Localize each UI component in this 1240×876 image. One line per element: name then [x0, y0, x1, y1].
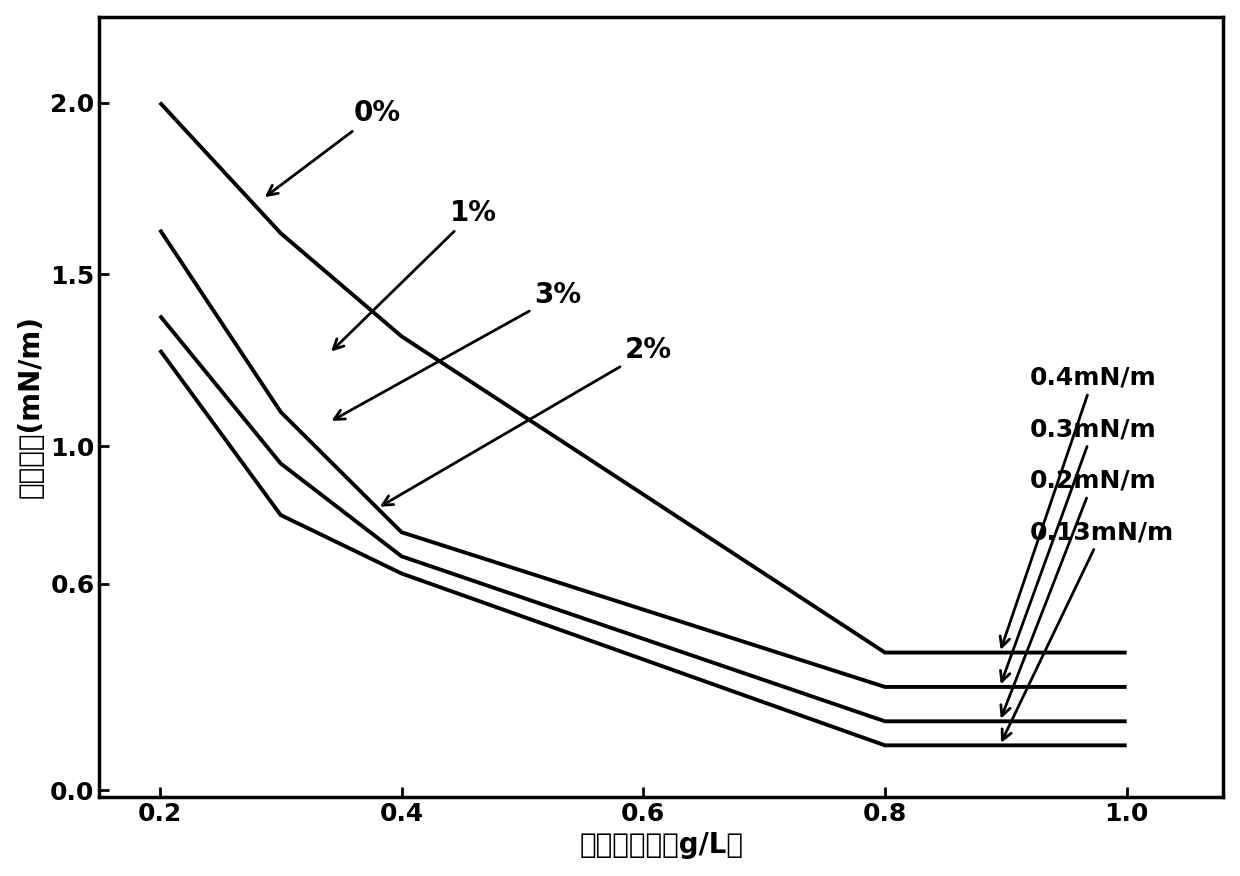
- Text: 0.2mN/m: 0.2mN/m: [1001, 469, 1157, 716]
- Y-axis label: 界面张力(mN/m): 界面张力(mN/m): [16, 315, 45, 498]
- Text: 3%: 3%: [335, 281, 582, 420]
- Text: 2%: 2%: [382, 336, 672, 505]
- Text: 0.13mN/m: 0.13mN/m: [1002, 520, 1174, 740]
- Text: 0.3mN/m: 0.3mN/m: [1001, 417, 1157, 682]
- Text: 1%: 1%: [334, 199, 497, 350]
- X-axis label: 齱油剂浓度（g/L）: 齱油剂浓度（g/L）: [579, 831, 744, 859]
- Text: 0%: 0%: [268, 99, 401, 195]
- Text: 0.4mN/m: 0.4mN/m: [1001, 365, 1157, 647]
